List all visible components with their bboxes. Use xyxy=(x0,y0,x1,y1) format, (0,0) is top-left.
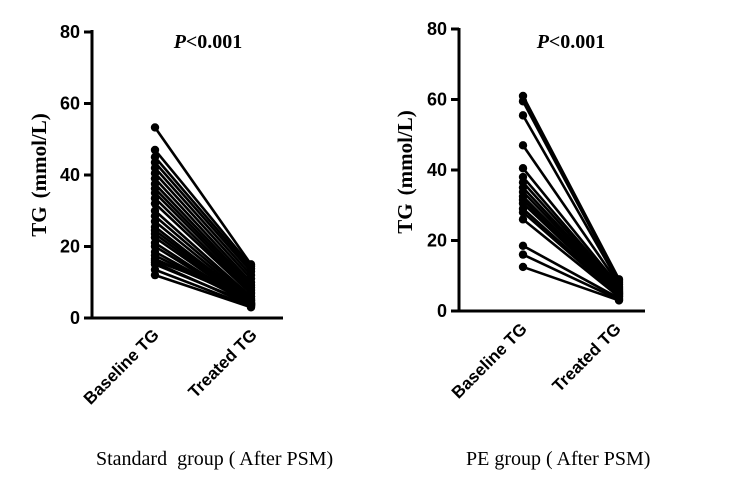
baseline-point xyxy=(518,97,528,106)
y-tick-label: 20 xyxy=(427,231,447,251)
baseline-point xyxy=(518,164,528,173)
pair-line xyxy=(154,177,252,284)
baseline-point xyxy=(150,199,160,208)
pair-line xyxy=(154,166,252,276)
y-tick-label: 0 xyxy=(70,308,80,328)
y-axis-label-left: TG (mmol/L) xyxy=(27,113,51,237)
pair-line xyxy=(154,197,252,294)
pair-line xyxy=(154,209,252,298)
pair-line xyxy=(154,172,252,280)
baseline-point xyxy=(150,270,160,280)
y-tick-label: 60 xyxy=(60,94,80,114)
x-tick-treated-left: Treated TG xyxy=(185,325,261,401)
x-tick-baseline-left: Baseline TG xyxy=(80,325,163,408)
y-tick-label: 80 xyxy=(60,22,80,42)
pair-line xyxy=(154,259,252,298)
y-axis-label-right: TG (mmol/L) xyxy=(393,110,417,234)
baseline-point xyxy=(518,262,528,272)
pair-line xyxy=(522,244,620,300)
standard-group-chart: 0 20 40 60 80 TG (mmol/L) P<0.001 Baseline TG… xyxy=(27,22,333,470)
pair-line xyxy=(522,202,620,296)
pair-line xyxy=(521,144,621,286)
pair-line xyxy=(154,202,252,295)
y-axis-label-unit: (mmol/L) xyxy=(27,113,51,198)
pair-line xyxy=(521,167,621,288)
pair-line xyxy=(154,187,252,289)
pair-line xyxy=(154,268,252,308)
baseline-point xyxy=(518,250,528,259)
paired-lines-right xyxy=(518,91,624,305)
pair-line xyxy=(154,263,252,305)
treated-point xyxy=(246,292,256,301)
pair-line xyxy=(154,273,252,309)
pair-line xyxy=(154,215,252,300)
caption-standard-group: Standard group ( After PSM) xyxy=(96,448,333,470)
baseline-point xyxy=(150,123,160,132)
treated-point xyxy=(246,303,256,312)
p-value-right: P<0.001 xyxy=(536,31,606,53)
baseline-point xyxy=(150,145,160,155)
x-tick-treated-right: Treated TG xyxy=(549,319,625,395)
pair-line xyxy=(153,126,253,266)
pair-line xyxy=(522,265,620,302)
x-tick-baseline-right: Baseline TG xyxy=(448,319,531,402)
pair-line xyxy=(521,100,621,282)
y-axis-label-unit: (mmol/L) xyxy=(393,110,417,195)
y-tick-label: 80 xyxy=(427,19,447,39)
pair-line xyxy=(522,211,620,298)
baseline-point xyxy=(518,208,528,217)
y-axis-label-main: TG xyxy=(27,206,51,236)
y-tick-label: 40 xyxy=(427,160,447,180)
y-tick-label: 0 xyxy=(437,301,447,321)
baseline-point xyxy=(518,215,528,224)
p-value-threshold: <0.001 xyxy=(186,31,242,53)
y-axis-label-main: TG xyxy=(393,203,417,233)
y-ticks-left: 0 20 40 60 80 xyxy=(60,22,92,328)
p-value-left: P<0.001 xyxy=(173,31,243,53)
p-value-threshold: <0.001 xyxy=(549,31,605,53)
pair-line xyxy=(154,161,252,273)
pe-group-chart: 0 20 40 60 80 TG (mmol/L) P<0.001 Baseline TG… xyxy=(393,19,650,470)
treated-point xyxy=(614,296,624,305)
pair-line xyxy=(522,176,620,289)
pair-line xyxy=(522,218,620,298)
pair-line xyxy=(522,253,620,301)
y-tick-label: 60 xyxy=(427,90,447,110)
y-ticks-right: 0 20 40 60 80 xyxy=(427,19,459,321)
pair-line xyxy=(154,183,252,287)
y-tick-label: 40 xyxy=(60,165,80,185)
pair-line xyxy=(154,191,252,292)
baseline-point xyxy=(518,141,528,150)
pair-line xyxy=(153,149,253,267)
caption-pe-group: PE group ( After PSM) xyxy=(466,448,650,470)
pair-line xyxy=(521,114,621,284)
pair-line xyxy=(154,156,252,270)
baseline-point xyxy=(518,111,528,120)
p-value-letter: P xyxy=(536,31,550,53)
paired-lines-left xyxy=(150,123,256,312)
pair-line xyxy=(154,220,252,302)
y-tick-label: 20 xyxy=(60,237,80,257)
baseline-point xyxy=(518,241,528,250)
pair-line xyxy=(522,181,620,291)
p-value-letter: P xyxy=(173,31,187,53)
